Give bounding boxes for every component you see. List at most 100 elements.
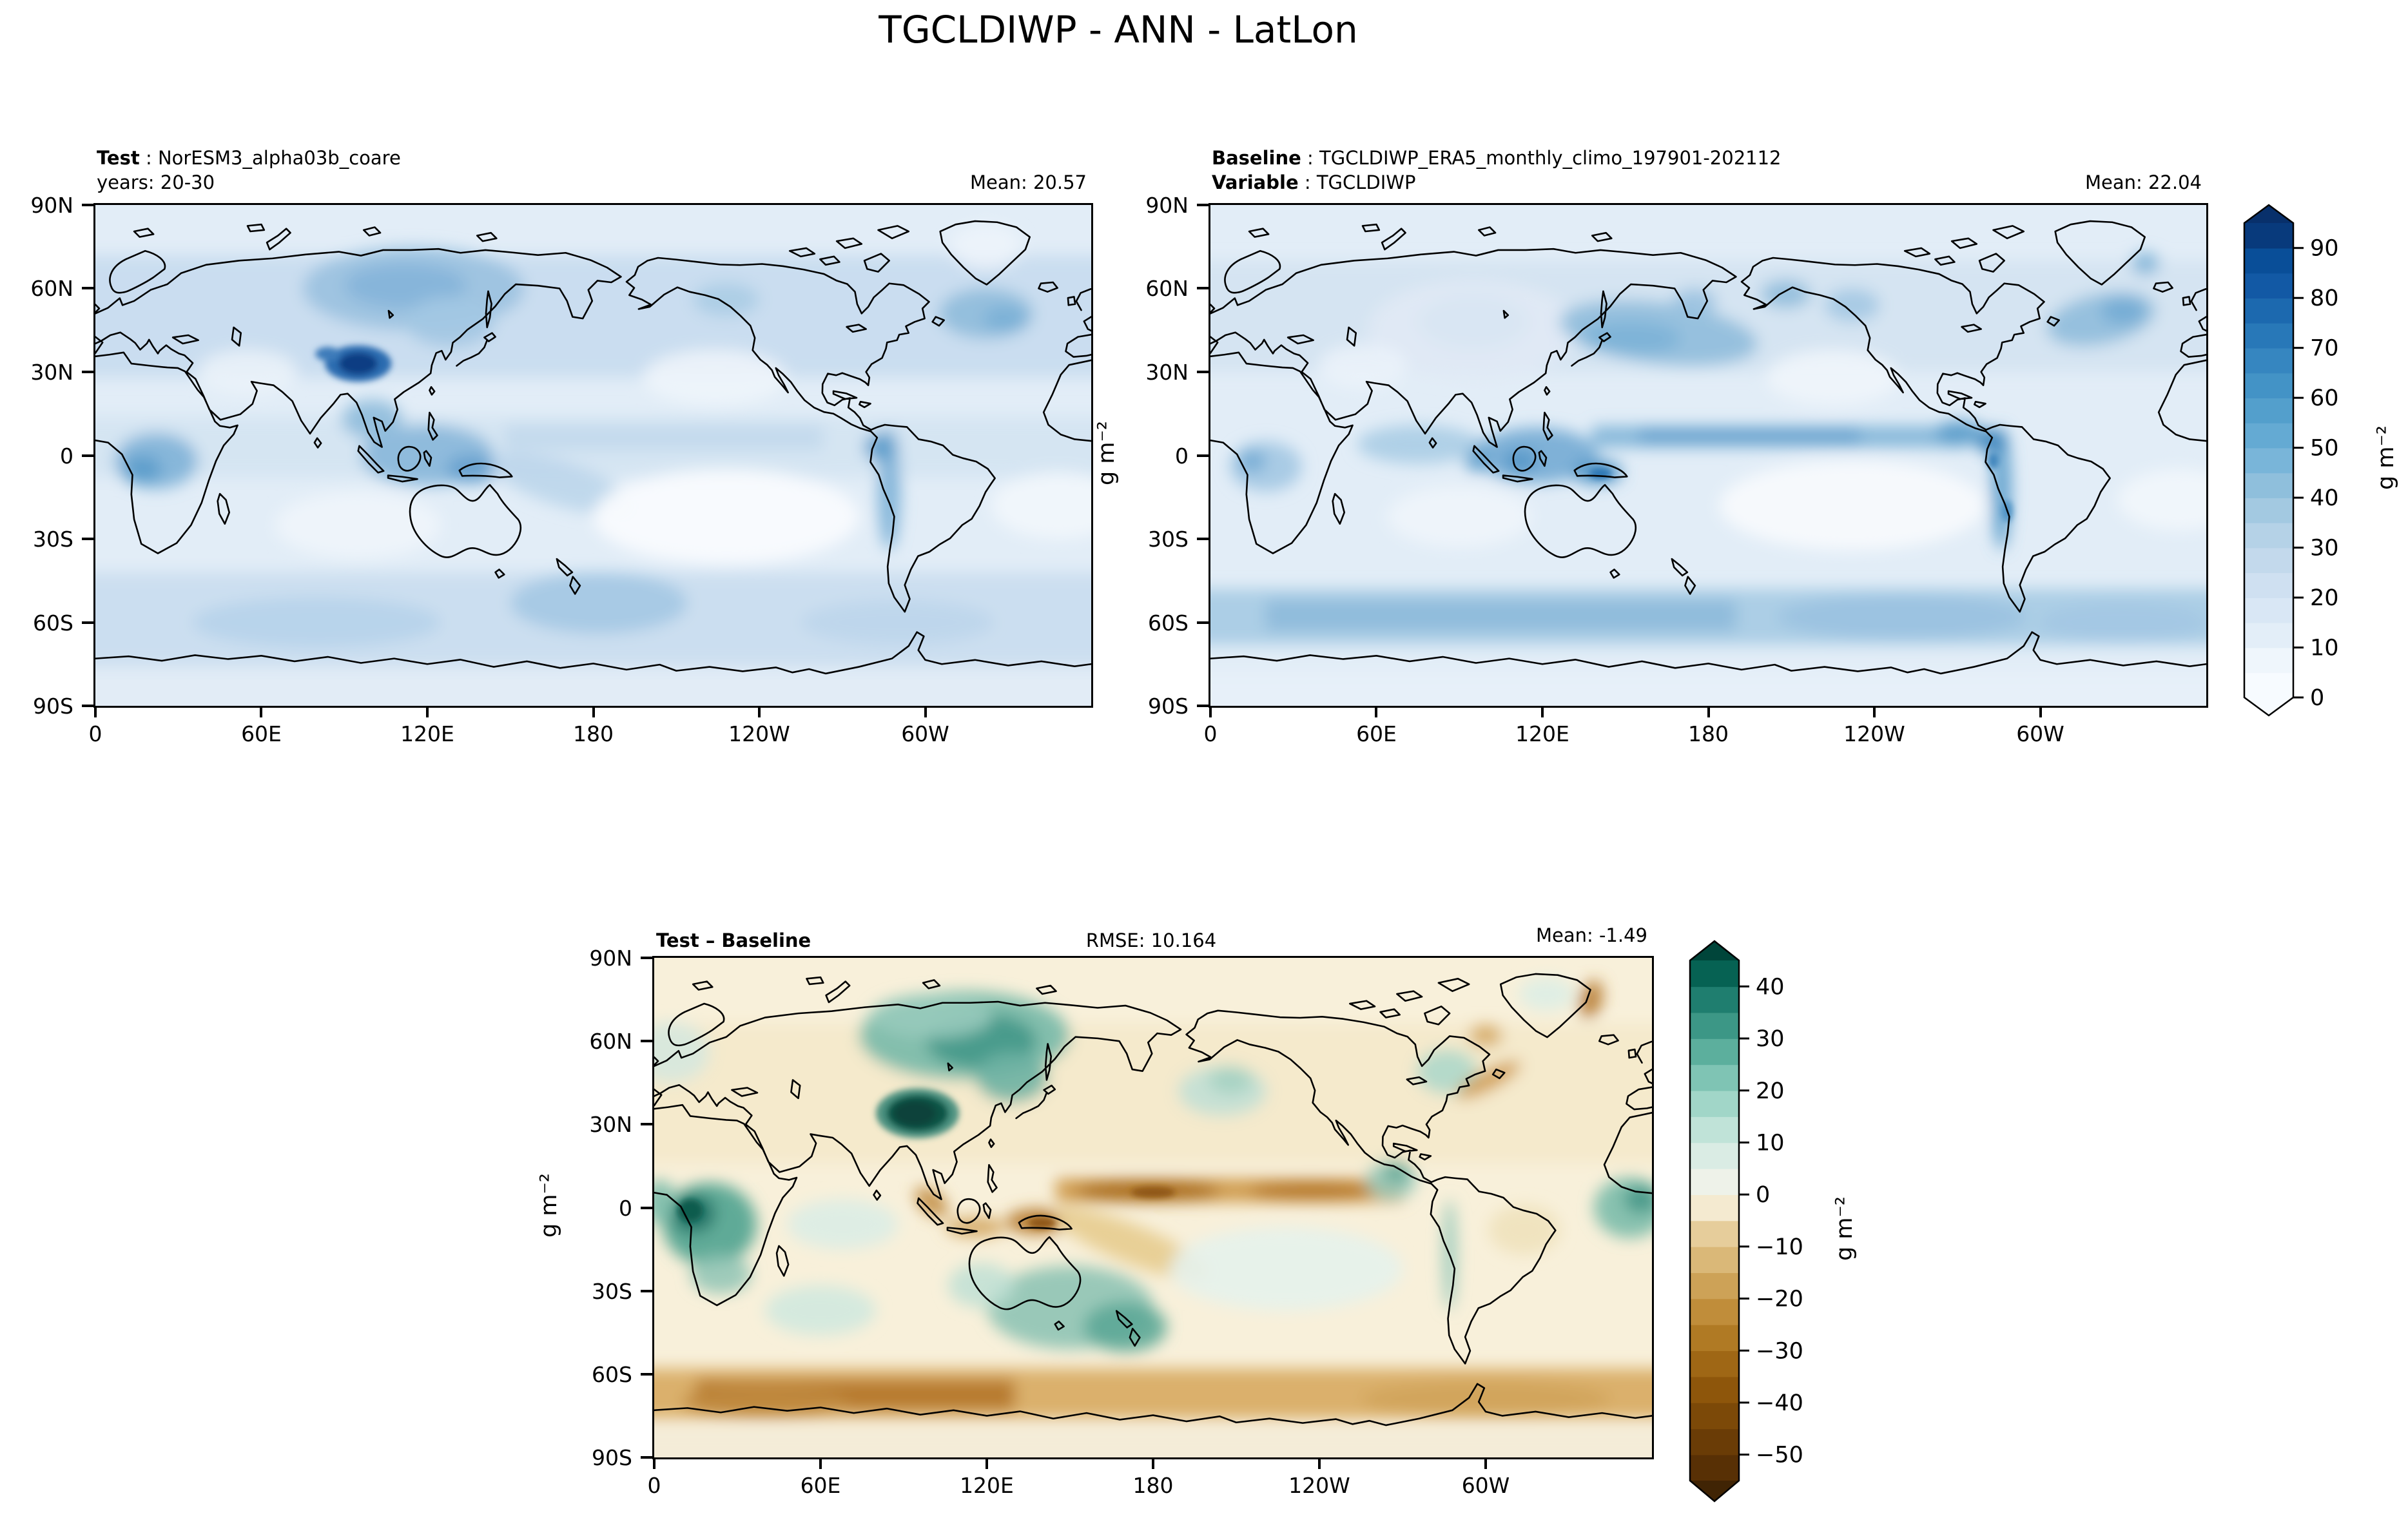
y-tick-label: 60N — [1145, 276, 1189, 302]
baseline-header-value: : TGCLDIWP_ERA5_monthly_climo_197901-202… — [1301, 147, 1782, 169]
y-tick-label: 90N — [1145, 193, 1189, 218]
colorbar-segment — [1690, 1350, 1739, 1377]
y-tick-label: 90N — [30, 193, 73, 218]
baseline-variable-label: Variable — [1212, 171, 1299, 193]
baseline-panel-header: Baseline : TGCLDIWP_ERA5_monthly_climo_1… — [1212, 146, 1782, 195]
x-tick-mark — [260, 706, 263, 717]
colorbar-segment — [2244, 672, 2293, 698]
colorbar-tick-label: 40 — [1756, 974, 1785, 1000]
y-tick-label: 90S — [592, 1445, 632, 1470]
colorbar-segment — [2244, 223, 2293, 249]
colorbar-tick-label: 80 — [2310, 286, 2339, 311]
colorbar-segment — [1690, 1376, 1739, 1403]
y-tick-label: 60S — [592, 1361, 632, 1387]
y-tick-mark — [641, 1123, 652, 1126]
colorbar-tick-label: 30 — [2310, 536, 2339, 561]
colorbar-extend-bottom — [2244, 697, 2293, 715]
colorbar-segment — [2244, 398, 2293, 423]
x-tick-mark — [1707, 706, 1710, 717]
y-tick-label: 30N — [589, 1112, 632, 1138]
x-tick-label: 180 — [573, 721, 614, 746]
x-tick-mark — [1872, 706, 1876, 717]
colorbar-segment — [1690, 1454, 1739, 1481]
colorbar-segment — [2244, 298, 2293, 324]
colorbar-segment — [1690, 1428, 1739, 1455]
y-tick-label: 30N — [30, 359, 73, 385]
baseline-stat-mean: Mean: 22.04 — [2084, 171, 2202, 193]
y-tick-mark — [641, 1456, 652, 1459]
test-stat-mean: Mean: 20.57 — [969, 171, 1087, 193]
colorbar-segment — [1690, 960, 1739, 988]
colorbar-brbg-unit-label: g m⁻² — [1832, 1196, 1858, 1261]
colorbar-segment — [2244, 373, 2293, 398]
diff-map-canvas — [654, 958, 1652, 1457]
x-tick-mark — [985, 1457, 988, 1469]
x-tick-label: 120E — [400, 721, 454, 746]
colorbar-segment — [1690, 1012, 1739, 1039]
y-tick-label: 90N — [589, 946, 632, 971]
y-tick-label: 90S — [33, 694, 73, 719]
colorbar-tick-label: 40 — [2310, 485, 2339, 511]
colorbar-segment — [1690, 1298, 1739, 1325]
baseline-map-canvas — [1210, 205, 2206, 706]
colorbar-brbg: 40 30 20 10 0 −10 −20 −30 −40 −50 — [1689, 940, 1803, 1503]
y-tick-mark — [641, 1289, 652, 1292]
colorbar-extend-top — [2244, 205, 2293, 223]
colorbar-segment — [2244, 647, 2293, 674]
figure-title: TGCLDIWP - ANN - LatLon — [879, 8, 1358, 52]
y-tick-label: 60S — [1148, 610, 1189, 636]
colorbar-segment — [1690, 1194, 1739, 1221]
colorbar-segment — [2244, 347, 2293, 374]
colorbar-outline — [1689, 940, 1740, 1503]
y-tick-mark — [82, 287, 93, 290]
x-tick-label: 120E — [960, 1473, 1014, 1498]
colorbar-segment — [1690, 1246, 1739, 1273]
x-tick-mark — [1375, 706, 1378, 717]
x-tick-mark — [924, 706, 927, 717]
x-tick-mark — [1540, 706, 1544, 717]
colorbar-tick-label: 70 — [2310, 336, 2339, 362]
x-tick-label: 120E — [1515, 721, 1569, 746]
colorbar-segment — [2244, 472, 2293, 498]
y-tick-mark — [1197, 204, 1209, 206]
diff-stat-mean: Mean: -1.49 — [1535, 924, 1647, 946]
colorbar-tick-label: −10 — [1756, 1234, 1803, 1260]
colorbar-segment — [2244, 273, 2293, 299]
y-tick-label: 30S — [1148, 526, 1189, 552]
x-tick-label: 0 — [647, 1473, 661, 1498]
y-tick-mark — [1197, 370, 1209, 373]
colorbar-extend-top — [1690, 941, 1739, 960]
colorbar-segment — [1690, 986, 1739, 1013]
test-header-label: Test — [97, 147, 140, 169]
x-tick-mark — [1484, 1457, 1487, 1469]
y-tick-label: 60N — [589, 1029, 632, 1055]
x-tick-label: 180 — [1688, 721, 1729, 746]
test-header-value: : NorESM3_alpha03b_coare — [139, 147, 401, 169]
x-tick-label: 60W — [1461, 1473, 1510, 1498]
colorbar-segment — [1690, 1116, 1739, 1143]
colorbar-segment — [2244, 322, 2293, 349]
x-tick-mark — [94, 706, 97, 717]
colorbar-tick-label: 10 — [1756, 1130, 1785, 1156]
y-tick-mark — [82, 621, 93, 624]
colorbar-tick-label: 20 — [1756, 1078, 1785, 1104]
colorbar-blues: 90 80 70 60 50 40 30 20 10 0 — [2243, 204, 2339, 717]
y-tick-mark — [641, 1206, 652, 1209]
baseline-header-label: Baseline — [1212, 147, 1301, 169]
x-tick-label: 60E — [1356, 721, 1397, 746]
colorbar-segment — [2244, 598, 2293, 623]
x-tick-label: 120W — [1288, 1473, 1350, 1498]
x-tick-label: 0 — [88, 721, 102, 746]
y-tick-mark — [1197, 287, 1209, 290]
colorbar-segment — [1690, 1220, 1739, 1247]
colorbar-tick-label: 0 — [1756, 1182, 1770, 1208]
colorbar-segment — [1690, 1324, 1739, 1352]
colorbar-segment — [2244, 522, 2293, 549]
colorbar-tick-label: 10 — [2310, 636, 2339, 661]
y-tick-mark — [641, 957, 652, 959]
y-tick-label: 0 — [60, 443, 73, 469]
colorbar-tick-label: 60 — [2310, 385, 2339, 411]
colorbar-segment — [1690, 1064, 1739, 1091]
x-tick-label: 180 — [1132, 1473, 1174, 1498]
colorbar-segment — [1690, 1168, 1739, 1195]
